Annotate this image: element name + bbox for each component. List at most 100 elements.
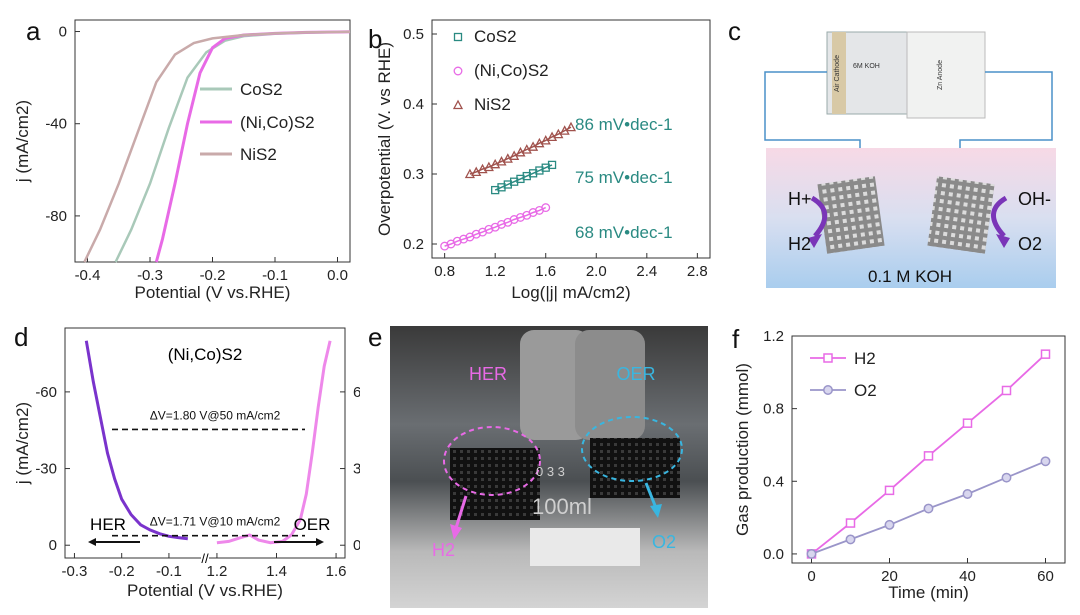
her-arrow-head (808, 234, 822, 248)
stand-block (530, 528, 640, 566)
zn-air-battery: Air Cathode 6M KOH Zn Anode (826, 31, 986, 119)
d-xtick-label: -0.2 (109, 563, 135, 580)
b-point (452, 236, 462, 246)
cathode-mesh (817, 176, 885, 254)
a-series-line (83, 30, 351, 263)
panel-label-e: e (368, 322, 382, 352)
d-axis-break-gap (201, 554, 209, 562)
a-xtick-label: -0.1 (262, 267, 288, 284)
zn-anode-label: Zn Anode (937, 60, 944, 90)
f-legend-label: H2 (854, 349, 876, 368)
b-point (509, 177, 519, 186)
air-cathode-label: Air Cathode (834, 55, 841, 92)
d-annot-1: ΔV=1.80 V@50 mA/cm2 (150, 408, 281, 422)
f-xtick-label: 60 (1037, 568, 1054, 585)
b-point (490, 158, 501, 169)
panel-a: a -0.4 -0.3 -0.2 -0.1 0.0 0 -40 -80 CoS2 (Ni,Co)S… (13, 16, 351, 302)
oer-arrow (991, 195, 1008, 238)
a-ytick-label: -80 (45, 208, 67, 225)
b-point (528, 169, 538, 178)
b-point (497, 219, 506, 229)
b-point (491, 185, 500, 195)
f-ytick-label: 0.8 (763, 401, 784, 418)
b-point (471, 229, 481, 239)
b-point (497, 183, 506, 192)
f-point (923, 503, 934, 514)
f-ytick-label: 0.0 (763, 546, 784, 563)
anode-mesh (927, 176, 995, 254)
b-legend-marker (453, 66, 463, 76)
b-point (484, 224, 494, 234)
f-point (806, 548, 817, 559)
b-point (471, 166, 482, 177)
b-point (515, 146, 526, 157)
oh-minus-label: OH- (1018, 189, 1051, 209)
left-electrode-holder (520, 330, 590, 440)
f-point (845, 534, 856, 545)
her-photo-label: HER (469, 364, 507, 384)
f-point (884, 519, 895, 530)
her-arrow (810, 195, 828, 238)
electrolyte-bath (766, 148, 1056, 288)
panel-label-f: f (732, 324, 740, 354)
f-point (962, 489, 973, 499)
b-point (522, 171, 531, 181)
o2-arrow-head (650, 504, 662, 518)
d-ytick-right-label: 60 (353, 384, 360, 401)
h2-label: H2 (788, 234, 811, 254)
panel-label-b: b (368, 24, 382, 54)
b-point (509, 215, 519, 224)
a-xtick-label: -0.4 (75, 267, 101, 284)
b-xtick-label: 2.0 (586, 263, 607, 280)
h2-arrow-head (450, 524, 462, 540)
a-ylabel: j (mA/cm2) (13, 100, 32, 183)
b-point (535, 166, 544, 175)
f-point (884, 485, 895, 496)
a-xtick-label: 0.0 (327, 267, 348, 284)
oer-electrode (590, 438, 680, 498)
b-point (516, 212, 525, 222)
a-ytick-label: 0 (59, 24, 67, 41)
d-her-arrow-head (88, 538, 96, 546)
b-xtick-label: 1.6 (535, 263, 556, 280)
d-xlabel: Potential (V vs.RHE) (127, 581, 283, 600)
d-annot-2: ΔV=1.71 V@10 mA/cm2 (150, 515, 281, 529)
a-legend-label: (Ni,Co)S2 (240, 113, 315, 132)
a-legend-label: NiS2 (240, 145, 277, 164)
b-fit-line (444, 206, 547, 247)
a-xlabel: Potential (V vs.RHE) (135, 283, 291, 302)
beaker-volume-mark: 100ml (532, 494, 592, 519)
d-oer-arrow-head (316, 538, 324, 546)
d-oer-label: OER (294, 515, 331, 534)
her-ellipse (443, 426, 541, 496)
b-point (546, 131, 558, 142)
oer-ellipse (581, 416, 683, 482)
b-ytick-label: 0.2 (403, 236, 424, 253)
oer-photo-label: OER (616, 364, 655, 384)
b-xtick-label: 0.8 (434, 263, 455, 280)
b-point (502, 153, 513, 163)
b-xtick-label: 1.2 (485, 263, 506, 280)
d-ytick-right-label: 30 (353, 461, 360, 478)
d-ytick-left-label: 0 (49, 537, 57, 554)
d-xtick-label: 1.2 (207, 563, 228, 580)
b-legend-label: CoS2 (474, 27, 517, 46)
b-point (541, 203, 551, 213)
d-xtick-label: 1.6 (326, 563, 347, 580)
f-frame (791, 335, 1066, 564)
b-point (483, 161, 494, 172)
b-point (459, 234, 469, 244)
her-electrode (450, 448, 540, 520)
b-point (496, 156, 507, 166)
b-frame (431, 19, 711, 259)
f-point (1001, 385, 1012, 396)
a-ytick-label: -40 (45, 116, 67, 133)
f-point (1040, 456, 1051, 467)
b-ytick-label: 0.3 (403, 166, 424, 183)
b-point (547, 160, 557, 170)
b-xlabel: Log(|j| mA/cm2) (511, 283, 630, 302)
b-point (521, 144, 532, 154)
f-ytick-label: 1.2 (763, 328, 784, 345)
f-point (1040, 349, 1051, 359)
f-xtick-label: 40 (959, 568, 976, 585)
